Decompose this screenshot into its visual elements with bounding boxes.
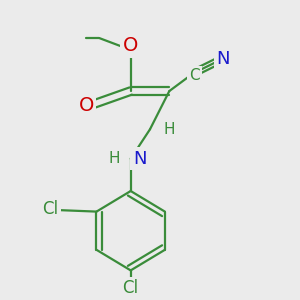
Text: N: N [133,150,146,168]
Text: Cl: Cl [123,279,139,297]
Text: N: N [216,50,230,68]
Text: O: O [123,36,138,55]
Text: H: H [109,151,120,166]
Text: O: O [78,96,94,115]
Text: C: C [189,68,200,83]
Text: Cl: Cl [42,200,58,218]
Text: H: H [164,122,175,137]
